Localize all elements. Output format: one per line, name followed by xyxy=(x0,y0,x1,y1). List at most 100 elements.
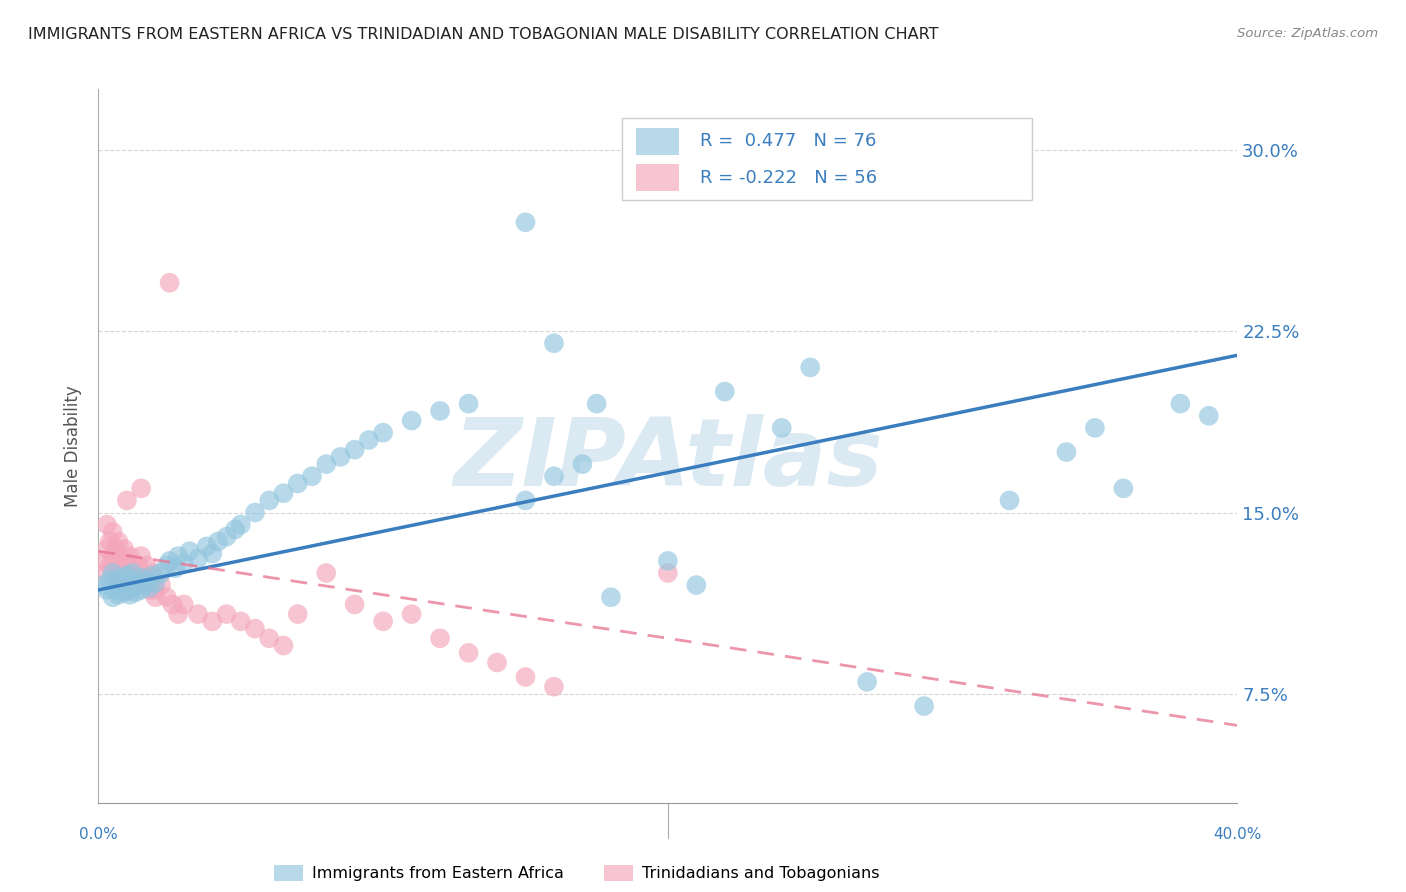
Point xyxy=(187,607,209,621)
Point xyxy=(101,566,124,580)
Point xyxy=(343,442,366,457)
Point xyxy=(373,425,395,440)
Point xyxy=(243,506,266,520)
Point xyxy=(273,486,295,500)
Point xyxy=(93,578,115,592)
Point xyxy=(115,582,138,597)
Point xyxy=(132,574,155,588)
Point xyxy=(101,524,124,539)
Point xyxy=(145,575,167,590)
Point xyxy=(129,481,152,495)
Point xyxy=(165,561,187,575)
FancyBboxPatch shape xyxy=(636,128,679,155)
Point xyxy=(96,541,118,556)
Point xyxy=(714,384,737,399)
Point xyxy=(173,598,195,612)
Point xyxy=(101,549,124,563)
Point xyxy=(135,558,157,573)
Point xyxy=(515,215,537,229)
Point xyxy=(118,588,141,602)
Point xyxy=(121,581,143,595)
Point xyxy=(515,670,537,684)
Point xyxy=(301,469,323,483)
Point xyxy=(215,607,238,621)
Y-axis label: Male Disability: Male Disability xyxy=(65,385,83,507)
Text: R = -0.222   N = 56: R = -0.222 N = 56 xyxy=(700,169,877,186)
Point xyxy=(132,578,155,592)
Point xyxy=(150,566,173,580)
Point xyxy=(201,615,224,629)
Point xyxy=(115,582,138,597)
Point xyxy=(167,549,190,563)
Point xyxy=(118,549,141,563)
Point xyxy=(104,541,127,556)
Point xyxy=(215,530,238,544)
Point xyxy=(167,607,190,621)
Point xyxy=(543,680,565,694)
Point xyxy=(912,699,935,714)
Point xyxy=(107,534,129,549)
Point xyxy=(129,549,152,563)
Point xyxy=(118,574,141,588)
Point xyxy=(259,493,281,508)
Point xyxy=(110,549,132,563)
Point xyxy=(98,574,121,588)
Point xyxy=(98,534,121,549)
Point xyxy=(201,547,224,561)
Point xyxy=(600,590,623,604)
Point xyxy=(1170,397,1192,411)
Point xyxy=(112,585,135,599)
Point xyxy=(429,632,451,646)
Point xyxy=(287,476,309,491)
Point xyxy=(107,558,129,573)
Text: Source: ZipAtlas.com: Source: ZipAtlas.com xyxy=(1237,27,1378,40)
Point xyxy=(162,598,184,612)
Point xyxy=(1112,481,1135,495)
Point xyxy=(145,590,167,604)
Point xyxy=(101,590,124,604)
Point xyxy=(259,632,281,646)
Point xyxy=(115,568,138,582)
Point xyxy=(121,566,143,580)
Point xyxy=(129,582,152,597)
Point xyxy=(156,558,179,573)
Point xyxy=(138,582,160,597)
Point xyxy=(515,493,537,508)
Point xyxy=(110,581,132,595)
Point xyxy=(1056,445,1078,459)
Point xyxy=(571,457,593,471)
FancyBboxPatch shape xyxy=(623,118,1032,200)
Point xyxy=(585,397,607,411)
Point xyxy=(138,581,160,595)
Point xyxy=(110,571,132,585)
Point xyxy=(543,469,565,483)
Text: R =  0.477   N = 76: R = 0.477 N = 76 xyxy=(700,132,876,150)
Point xyxy=(156,590,179,604)
Point xyxy=(229,615,252,629)
Point xyxy=(124,585,146,599)
Point xyxy=(90,554,112,568)
Point xyxy=(121,582,143,597)
Text: 0.0%: 0.0% xyxy=(79,827,118,841)
Point xyxy=(685,578,707,592)
Point xyxy=(799,360,821,375)
Legend: Immigrants from Eastern Africa, Trinidadians and Tobagonians: Immigrants from Eastern Africa, Trinidad… xyxy=(267,858,886,888)
Point xyxy=(343,598,366,612)
Point xyxy=(373,615,395,629)
Point xyxy=(287,607,309,621)
Point xyxy=(115,493,138,508)
Point xyxy=(145,582,167,597)
Point xyxy=(770,421,793,435)
Point xyxy=(657,554,679,568)
Point xyxy=(187,551,209,566)
Point xyxy=(127,558,149,573)
Point xyxy=(315,457,337,471)
Point xyxy=(124,575,146,590)
Point xyxy=(93,566,115,580)
Point xyxy=(1084,421,1107,435)
Point xyxy=(159,554,181,568)
Point xyxy=(107,578,129,592)
Point xyxy=(112,541,135,556)
Text: 40.0%: 40.0% xyxy=(1213,827,1261,841)
Point xyxy=(124,566,146,580)
